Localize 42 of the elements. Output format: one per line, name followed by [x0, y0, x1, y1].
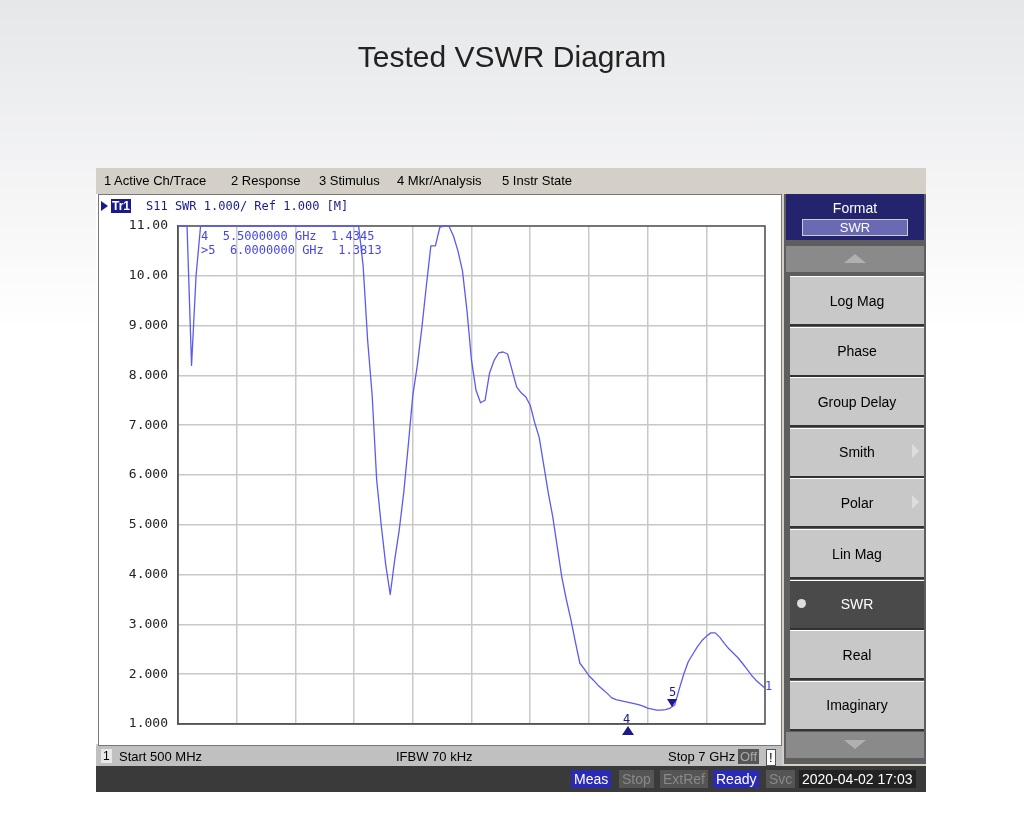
y-tick-label: 7.000: [128, 416, 168, 432]
text: S11 SWR 1.000/ Ref 1.000 [M]: [146, 199, 349, 213]
y-tick-label: 10.00: [128, 267, 168, 283]
text: Meas: [571, 770, 612, 788]
text: IFBW 70 kHz: [396, 749, 473, 764]
text: 3 Stimulus: [319, 173, 380, 188]
text: Real: [790, 630, 924, 681]
text: Off: [738, 749, 760, 764]
text: 2 Response: [231, 173, 301, 188]
annotation: 5: [669, 685, 677, 699]
text: Start 500 MHz: [119, 749, 203, 764]
text: Lin Mag: [790, 529, 924, 579]
text: Stop 7 GHz: [668, 749, 736, 764]
chart-title: Tested VSWR Diagram: [356, 40, 668, 74]
text: Format: [831, 200, 879, 216]
text: 2020-04-02 17:03: [799, 770, 916, 788]
annotation: 4: [623, 712, 631, 726]
text: !: [766, 749, 776, 766]
text: Ready: [713, 770, 760, 788]
text: SWR: [790, 579, 924, 630]
y-tick-label: 9.000: [128, 316, 168, 332]
text: 1 Active Ch/Trace: [104, 173, 207, 188]
y-tick-label: 6.000: [128, 466, 168, 482]
y-tick-label: 11.00: [128, 217, 168, 233]
annotation: 1: [765, 679, 773, 693]
text: Imaginary: [790, 680, 924, 731]
y-tick-label: 3.000: [128, 615, 168, 631]
y-tick-label: 2.000: [128, 665, 168, 681]
text: Polar: [790, 478, 924, 529]
text: SWR: [802, 219, 908, 236]
y-tick-label: 1.000: [128, 715, 168, 731]
text: 4 Mkr/Analysis: [397, 173, 482, 188]
text: Log Mag: [790, 276, 924, 326]
text: 1: [101, 749, 112, 763]
text: 5 Instr State: [502, 173, 573, 188]
text: Tr1: [111, 199, 132, 213]
y-tick-label: 5.000: [128, 516, 168, 532]
y-tick-label: 4.000: [128, 565, 168, 581]
y-tick-label: 8.000: [128, 366, 168, 382]
text: Group Delay: [790, 377, 924, 428]
text: Smith: [790, 427, 924, 478]
text: Phase: [790, 326, 924, 377]
